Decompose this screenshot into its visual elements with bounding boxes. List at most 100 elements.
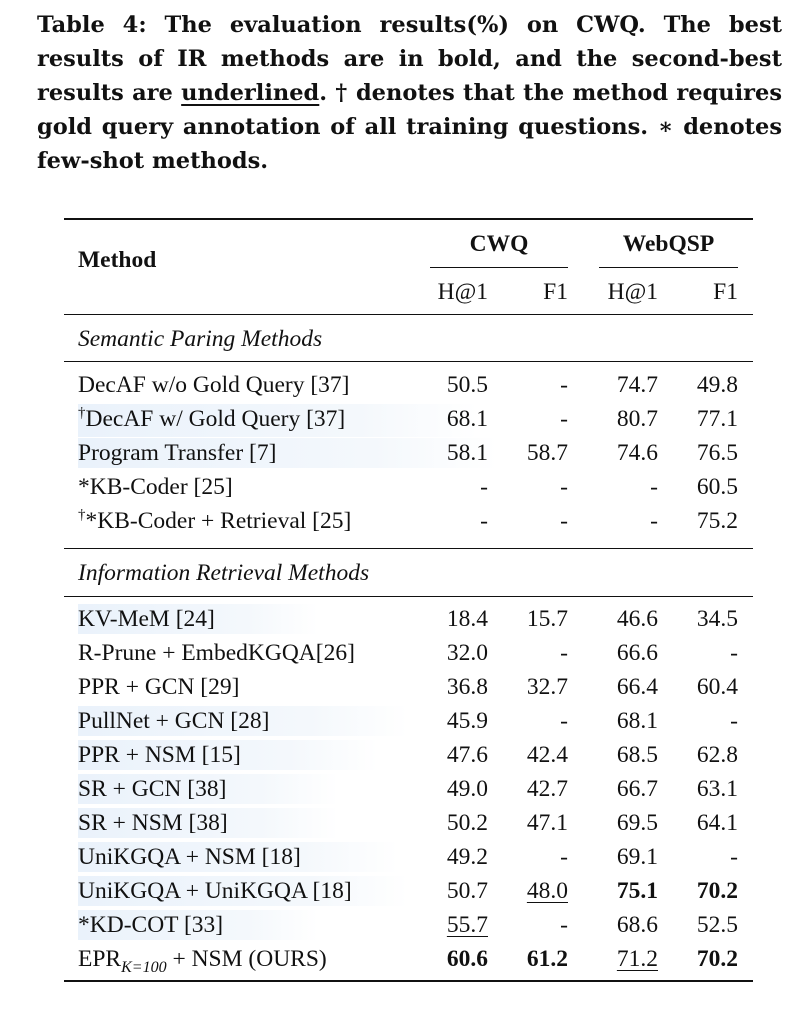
- cell-cwq-h1: 36.8: [446, 674, 488, 700]
- cell-cwq-h1: 55.7: [408, 910, 488, 940]
- row-method: EPRK=100 + NSM (OURS): [78, 944, 327, 977]
- second-best-value: 71.2: [616, 946, 658, 972]
- cell-webqsp-f1: 70.2: [696, 946, 738, 972]
- row-method-text: DecAF w/ Gold Query [37]: [85, 406, 346, 432]
- row-method: UniKGQA + NSM [18]: [78, 842, 398, 872]
- bottom-rule: [64, 980, 753, 982]
- caption-underlined-word: underlined: [181, 80, 320, 106]
- cell-cwq-f1: -: [560, 372, 568, 398]
- cell-cwq-f1: 32.7: [526, 674, 568, 700]
- cell-webqsp-h1: 71.2: [578, 944, 658, 974]
- row-method: PPR + GCN [29]: [78, 674, 240, 700]
- cell-cwq-f1: 61.2: [526, 946, 568, 972]
- row-method-main: EPR: [78, 946, 122, 972]
- section-title-rule-2: [64, 596, 753, 597]
- cell-cwq-f1: -: [560, 508, 568, 534]
- section-title-information-retrieval: Information Retrieval Methods: [78, 560, 370, 586]
- webqsp-h1-header: H@1: [607, 279, 658, 305]
- cell-webqsp-h1: 69.1: [616, 844, 658, 870]
- cell-cwq-f1: -: [560, 640, 568, 666]
- cell-cwq-h1: 49.2: [446, 844, 488, 870]
- row-method: KV-MeM [24]: [78, 604, 318, 634]
- row-method-subscript: K=100: [121, 959, 167, 976]
- cell-webqsp-f1: 70.2: [696, 878, 738, 904]
- header-rule: [64, 314, 753, 315]
- row-method: *KB-Coder [25]: [78, 474, 233, 500]
- cell-webqsp-h1: 66.4: [616, 674, 658, 700]
- cell-webqsp-h1: 69.5: [616, 810, 658, 836]
- cell-webqsp-f1: -: [730, 844, 738, 870]
- section-title-semantic: Semantic Paring Methods: [78, 326, 323, 352]
- row-method: UniKGQA + UniKGQA [18]: [78, 876, 408, 906]
- cell-cwq-h1: 45.9: [446, 708, 488, 734]
- cell-webqsp-h1: -: [650, 508, 658, 534]
- cell-cwq-f1: 47.1: [526, 810, 568, 836]
- cell-cwq-f1: -: [560, 708, 568, 734]
- cell-webqsp-f1: 63.1: [696, 776, 738, 802]
- webqsp-f1-header: F1: [713, 279, 738, 305]
- cell-cwq-h1: 50.5: [446, 372, 488, 398]
- cwq-group-rule: [430, 267, 568, 268]
- cell-webqsp-f1: 49.8: [696, 372, 738, 398]
- row-method: †*KB-Coder + Retrieval [25]: [78, 506, 351, 539]
- cell-cwq-h1: -: [480, 474, 488, 500]
- row-method: Program Transfer [7]: [78, 438, 498, 468]
- cwq-header: CWQ: [469, 231, 529, 257]
- row-method-text: *KB-Coder + Retrieval [25]: [85, 508, 352, 534]
- cell-cwq-h1: 60.6: [446, 946, 488, 972]
- cell-cwq-h1: 47.6: [446, 742, 488, 768]
- cell-webqsp-f1: 34.5: [696, 606, 738, 632]
- section-divider-rule: [64, 548, 753, 549]
- row-method: †DecAF w/ Gold Query [37]: [78, 404, 478, 437]
- row-method: *KD-COT [33]: [78, 910, 318, 940]
- cell-webqsp-f1: -: [730, 640, 738, 666]
- cell-cwq-f1: -: [560, 912, 568, 938]
- cell-webqsp-h1: -: [650, 474, 658, 500]
- cell-webqsp-h1: 75.1: [616, 878, 658, 904]
- cell-webqsp-h1: 66.7: [616, 776, 658, 802]
- dagger-mark: †: [78, 405, 86, 421]
- cell-cwq-h1: 49.0: [446, 776, 488, 802]
- webqsp-group-rule: [599, 267, 738, 268]
- cell-webqsp-h1: 66.6: [616, 640, 658, 666]
- cell-cwq-f1: -: [560, 406, 568, 432]
- cell-cwq-h1: 18.4: [446, 606, 488, 632]
- row-method: DecAF w/o Gold Query [37]: [78, 372, 350, 398]
- top-rule: [64, 218, 753, 220]
- cell-webqsp-h1: 68.5: [616, 742, 658, 768]
- caption-text-2: . † denotes that the method requires gol…: [37, 80, 782, 174]
- caption-text-1: Table 4: The evaluation results(%) on CW…: [37, 12, 782, 106]
- section-title-rule-1: [64, 361, 753, 362]
- cell-webqsp-h1: 68.1: [616, 708, 658, 734]
- cwq-h1-header: H@1: [437, 279, 488, 305]
- cwq-f1-header: F1: [543, 279, 568, 305]
- cell-cwq-f1: -: [560, 844, 568, 870]
- cell-webqsp-h1: 74.7: [616, 372, 658, 398]
- cell-cwq-f1: -: [560, 474, 568, 500]
- row-method-rest: + NSM (OURS): [166, 946, 327, 972]
- cell-cwq-f1: 42.4: [526, 742, 568, 768]
- cell-webqsp-h1: 80.7: [616, 406, 658, 432]
- cell-webqsp-f1: -: [730, 708, 738, 734]
- cell-cwq-h1: -: [480, 508, 488, 534]
- cell-webqsp-f1: 60.4: [696, 674, 738, 700]
- second-best-value: 55.7: [446, 912, 488, 938]
- second-best-value: 48.0: [526, 878, 568, 904]
- cell-webqsp-f1: 77.1: [696, 406, 738, 432]
- row-method: SR + GCN [38]: [78, 774, 338, 804]
- cell-cwq-h1: 58.1: [446, 440, 488, 466]
- dagger-mark: †: [78, 507, 86, 523]
- cell-webqsp-h1: 68.6: [616, 912, 658, 938]
- cell-webqsp-f1: 64.1: [696, 810, 738, 836]
- cell-webqsp-f1: 52.5: [696, 912, 738, 938]
- cell-webqsp-f1: 62.8: [696, 742, 738, 768]
- cell-cwq-h1: 68.1: [446, 406, 488, 432]
- cell-webqsp-f1: 76.5: [696, 440, 738, 466]
- method-header: Method: [78, 247, 157, 273]
- cell-cwq-h1: 50.2: [446, 810, 488, 836]
- cell-cwq-f1: 15.7: [526, 606, 568, 632]
- cell-cwq-f1: 42.7: [526, 776, 568, 802]
- cell-webqsp-f1: 75.2: [696, 508, 738, 534]
- row-method: R-Prune + EmbedKGQA[26]: [78, 640, 355, 666]
- cell-cwq-h1: 32.0: [446, 640, 488, 666]
